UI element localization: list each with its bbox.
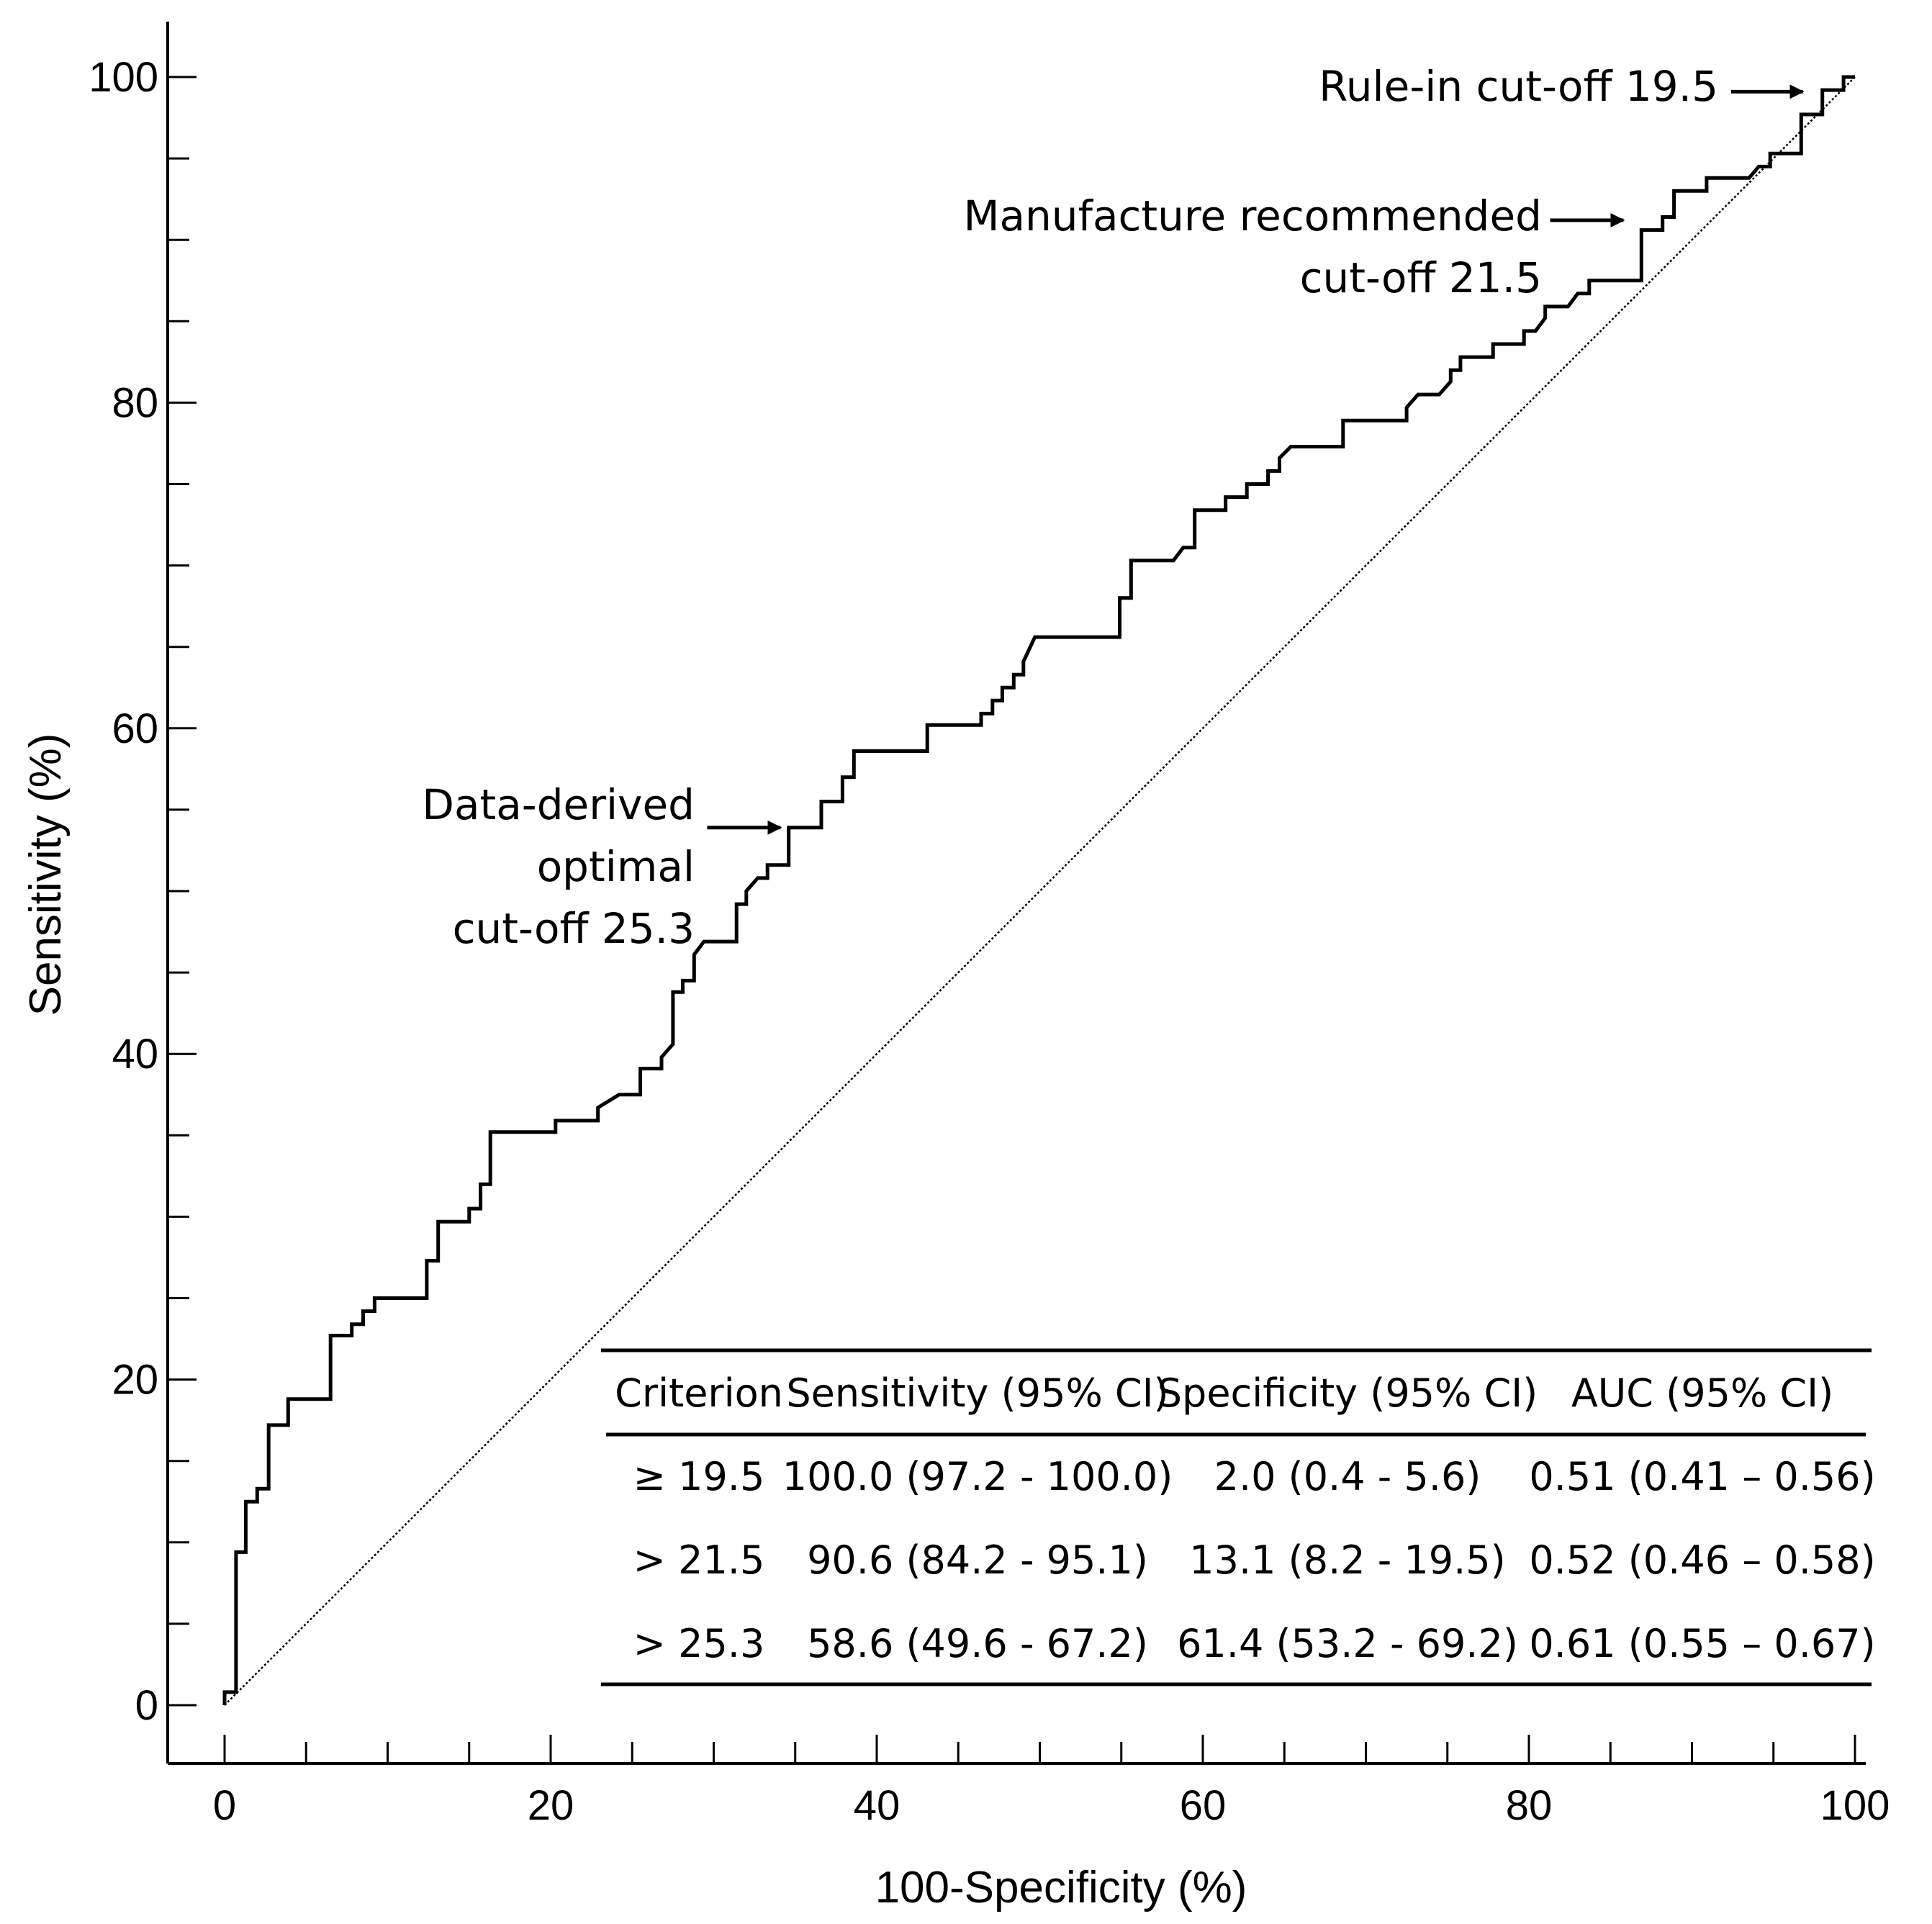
cutoff-annotation-text: cut-off 21.5: [1300, 253, 1542, 302]
y-tick-label: 40: [112, 1031, 158, 1078]
y-tick-label: 20: [112, 1357, 158, 1404]
cutoff-annotation-text: Manufacture recommended: [963, 191, 1542, 240]
table-cell: 13.1 (8.2 - 19.5): [1189, 1537, 1505, 1583]
y-tick-label: 60: [112, 705, 158, 752]
table-cell: 2.0 (0.4 - 5.6): [1214, 1454, 1481, 1499]
table-cell: 100.0 (97.2 - 100.0): [782, 1454, 1173, 1499]
x-tick-label: 0: [213, 1782, 236, 1829]
table-cell: 90.6 (84.2 - 95.1): [807, 1537, 1148, 1583]
x-tick-label: 60: [1180, 1782, 1227, 1829]
x-tick-label: 100: [1820, 1782, 1890, 1829]
results-table: Criterion Sensitivity (95% CI)Specificity…: [601, 1348, 1876, 1686]
cutoff-annotation-text: optimal: [537, 842, 695, 891]
table-header-cell: AUC (95% CI): [1571, 1370, 1833, 1416]
cutoff-annotation-text: Data-derived: [422, 780, 695, 829]
y-tick-label: 100: [89, 54, 158, 101]
table-header-cell: Specificity (95% CI): [1157, 1370, 1538, 1416]
x-tick-label: 20: [528, 1782, 574, 1829]
table-cell: > 21.5: [633, 1537, 765, 1583]
table-cell: 0.51 (0.41 – 0.56): [1529, 1454, 1875, 1499]
cutoff-annotation-text: cut-off 25.3: [453, 904, 695, 953]
roc-curve-line: [222, 75, 1855, 1705]
table-cell: 58.6 (49.6 - 67.2): [807, 1621, 1148, 1666]
table-cell: 61.4 (53.2 - 69.2): [1177, 1621, 1518, 1666]
annotation-layer: Rule-in cut-off 19.5 Manufacture recommen…: [422, 62, 1805, 953]
series-layer: [222, 75, 1856, 1706]
cutoff-annotation-text: Rule-in cut-off 19.5: [1319, 62, 1718, 111]
x-tick-label: 80: [1506, 1782, 1553, 1829]
y-tick-label: 0: [135, 1682, 158, 1729]
table-cell: > 25.3: [633, 1621, 765, 1666]
y-axis-label: Sensitivity (%): [21, 733, 71, 1016]
table-cell: ≥ 19.5: [633, 1454, 765, 1499]
table-cell: 0.61 (0.55 – 0.67): [1529, 1621, 1875, 1666]
table-header-cell: Sensitivity (95% CI): [786, 1370, 1168, 1416]
x-tick-label: 40: [854, 1782, 900, 1829]
x-axis-label: 100-Specificity (%): [875, 1863, 1247, 1912]
table-header-cell: Criterion: [615, 1370, 783, 1416]
axes-layer: 0 20 40 60 80 100 0 20 40 60 80 100: [89, 22, 1890, 1829]
table-cell: 0.52 (0.46 – 0.58): [1529, 1537, 1875, 1583]
y-tick-label: 80: [112, 379, 158, 426]
